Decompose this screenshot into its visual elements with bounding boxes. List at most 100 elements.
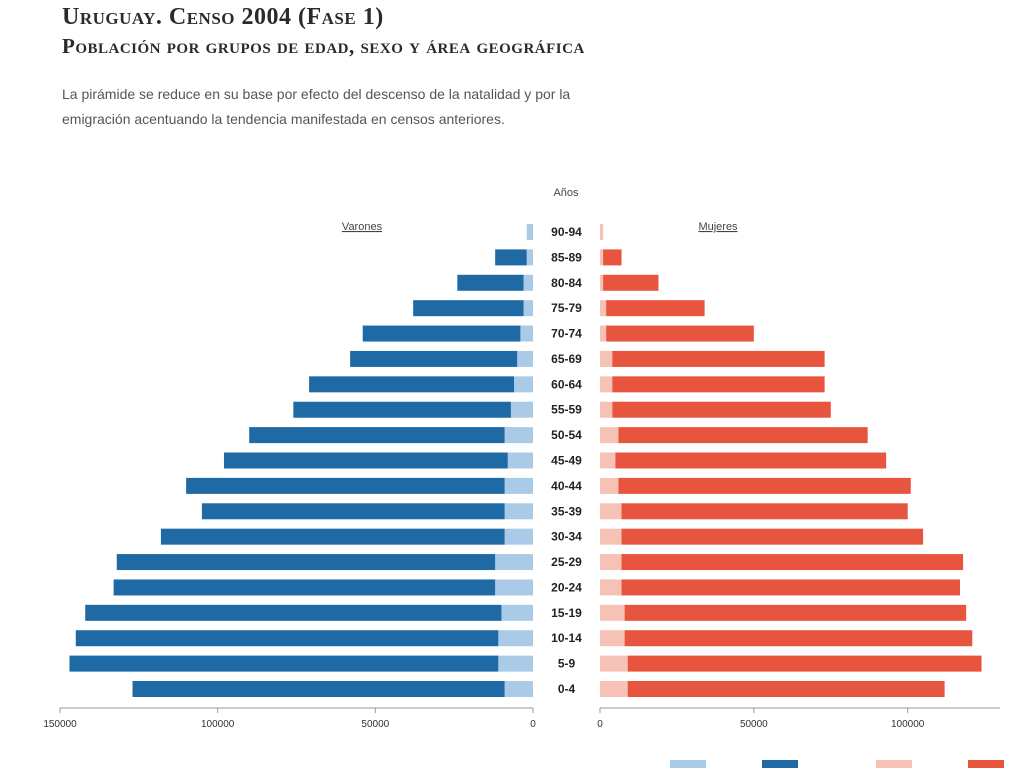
bar-left-secondary-55-59	[510, 401, 533, 418]
age-label-15-19: 15-19	[551, 606, 582, 620]
chart-subtitle: Población por grupos de edad, sexo y áre…	[62, 34, 585, 58]
bar-right-secondary-50-54	[600, 427, 619, 444]
bar-left-main-80-84	[457, 274, 524, 291]
bar-right-main-0-4	[627, 681, 945, 697]
legend-swatch-3	[968, 760, 1004, 768]
age-label-10-14: 10-14	[551, 631, 582, 645]
bar-left-secondary-40-44	[504, 477, 533, 494]
age-label-35-39: 35-39	[551, 504, 582, 518]
age-labels: 0-4 5-9 10-14 15-19 20-24 25-29 30-34 35-39 40-4…	[551, 225, 582, 696]
bar-right-secondary-30-34	[600, 528, 622, 545]
left-tick-label: 50000	[361, 719, 389, 730]
bar-left-secondary-20-24	[495, 579, 533, 596]
age-label-25-29: 25-29	[551, 555, 582, 569]
right-bars	[600, 224, 982, 697]
bar-right-main-70-74	[606, 325, 754, 342]
bar-right-main-30-34	[621, 528, 924, 545]
bar-left-main-20-24	[113, 579, 496, 596]
bar-right-main-40-44	[618, 477, 911, 494]
bar-left-main-60-64	[309, 376, 515, 393]
age-label-70-74: 70-74	[551, 327, 582, 341]
legend-swatch-0	[670, 760, 706, 768]
bar-right-main-20-24	[621, 579, 960, 596]
bar-right-secondary-80-84	[600, 274, 604, 291]
bar-left-secondary-25-29	[495, 554, 533, 571]
bar-left-secondary-30-34	[504, 528, 533, 545]
age-label-45-49: 45-49	[551, 454, 582, 468]
bar-right-main-45-49	[615, 452, 887, 469]
bar-left-secondary-50-54	[504, 427, 533, 444]
bar-left-main-25-29	[116, 554, 496, 571]
bar-right-secondary-5-9	[600, 655, 628, 672]
bar-left-secondary-65-69	[517, 350, 533, 367]
bar-left-main-10-14	[75, 630, 499, 647]
bar-left-main-40-44	[186, 477, 505, 494]
bar-left-secondary-60-64	[514, 376, 533, 393]
bar-left-secondary-0-4	[504, 681, 533, 697]
right-tick-label: 0	[597, 719, 603, 730]
axes: 150000 100000 50000 0 0 50000 100000	[43, 707, 1004, 768]
bar-left-secondary-15-19	[501, 604, 533, 621]
left-bars	[69, 224, 533, 697]
bar-left-main-45-49	[223, 452, 508, 469]
bar-right-main-35-39	[621, 503, 908, 520]
age-label-20-24: 20-24	[551, 580, 582, 594]
bar-left-main-85-89	[495, 249, 527, 266]
axis-title-age: Años	[553, 187, 579, 199]
bar-left-main-55-59	[293, 401, 511, 418]
bar-right-secondary-55-59	[600, 401, 613, 418]
bar-right-secondary-20-24	[600, 579, 622, 596]
age-label-60-64: 60-64	[551, 377, 582, 391]
bar-right-secondary-10-14	[600, 630, 625, 647]
bar-right-main-25-29	[621, 554, 964, 571]
bar-right-secondary-60-64	[600, 376, 613, 393]
age-label-85-89: 85-89	[551, 250, 582, 264]
age-label-55-59: 55-59	[551, 403, 582, 417]
right-tick-label: 100000	[891, 719, 925, 730]
age-label-50-54: 50-54	[551, 428, 582, 442]
bar-right-secondary-15-19	[600, 604, 625, 621]
bar-right-main-75-79	[606, 300, 705, 317]
bar-right-secondary-40-44	[600, 477, 619, 494]
bar-left-secondary-80-84	[523, 274, 533, 291]
bar-left-secondary-85-89	[526, 249, 533, 266]
bar-right-main-55-59	[612, 401, 831, 418]
bar-right-secondary-0-4	[600, 681, 628, 697]
left-panel-label: Varones	[342, 221, 383, 233]
bar-left-secondary-10-14	[498, 630, 533, 647]
bar-left-secondary-5-9	[498, 655, 533, 672]
age-label-5-9: 5-9	[558, 657, 576, 671]
left-tick-label: 100000	[201, 719, 235, 730]
right-panel-label: Mujeres	[698, 221, 738, 233]
bar-right-main-60-64	[612, 376, 825, 393]
bar-right-main-85-89	[603, 249, 622, 266]
bar-right-secondary-70-74	[600, 325, 607, 342]
bar-right-main-5-9	[627, 655, 982, 672]
bar-left-main-50-54	[249, 427, 505, 444]
left-tick-label: 150000	[43, 719, 77, 730]
bar-right-secondary-25-29	[600, 554, 622, 571]
age-label-80-84: 80-84	[551, 276, 582, 290]
bar-left-main-65-69	[350, 350, 518, 367]
bar-left-secondary-45-49	[507, 452, 533, 469]
bar-left-main-35-39	[201, 503, 505, 520]
bar-left-main-0-4	[132, 681, 505, 697]
bar-right-secondary-85-89	[600, 249, 604, 266]
bar-right-secondary-75-79	[600, 300, 607, 317]
bar-left-secondary-90-94	[526, 224, 533, 240]
bar-left-main-15-19	[85, 604, 502, 621]
bar-right-main-80-84	[603, 274, 659, 291]
bar-left-secondary-75-79	[523, 300, 533, 317]
age-label-90-94: 90-94	[551, 225, 582, 239]
chart-title: Uruguay. Censo 2004 (Fase 1)	[62, 4, 384, 30]
right-tick-label: 50000	[740, 719, 768, 730]
bar-right-secondary-65-69	[600, 350, 613, 367]
bar-left-main-5-9	[69, 655, 499, 672]
left-tick-label: 0	[530, 719, 536, 730]
bar-right-main-15-19	[624, 604, 967, 621]
age-label-65-69: 65-69	[551, 352, 582, 366]
age-label-40-44: 40-44	[551, 479, 582, 493]
bar-right-main-50-54	[618, 427, 868, 444]
bar-right-main-10-14	[624, 630, 973, 647]
bar-left-main-75-79	[413, 300, 524, 317]
